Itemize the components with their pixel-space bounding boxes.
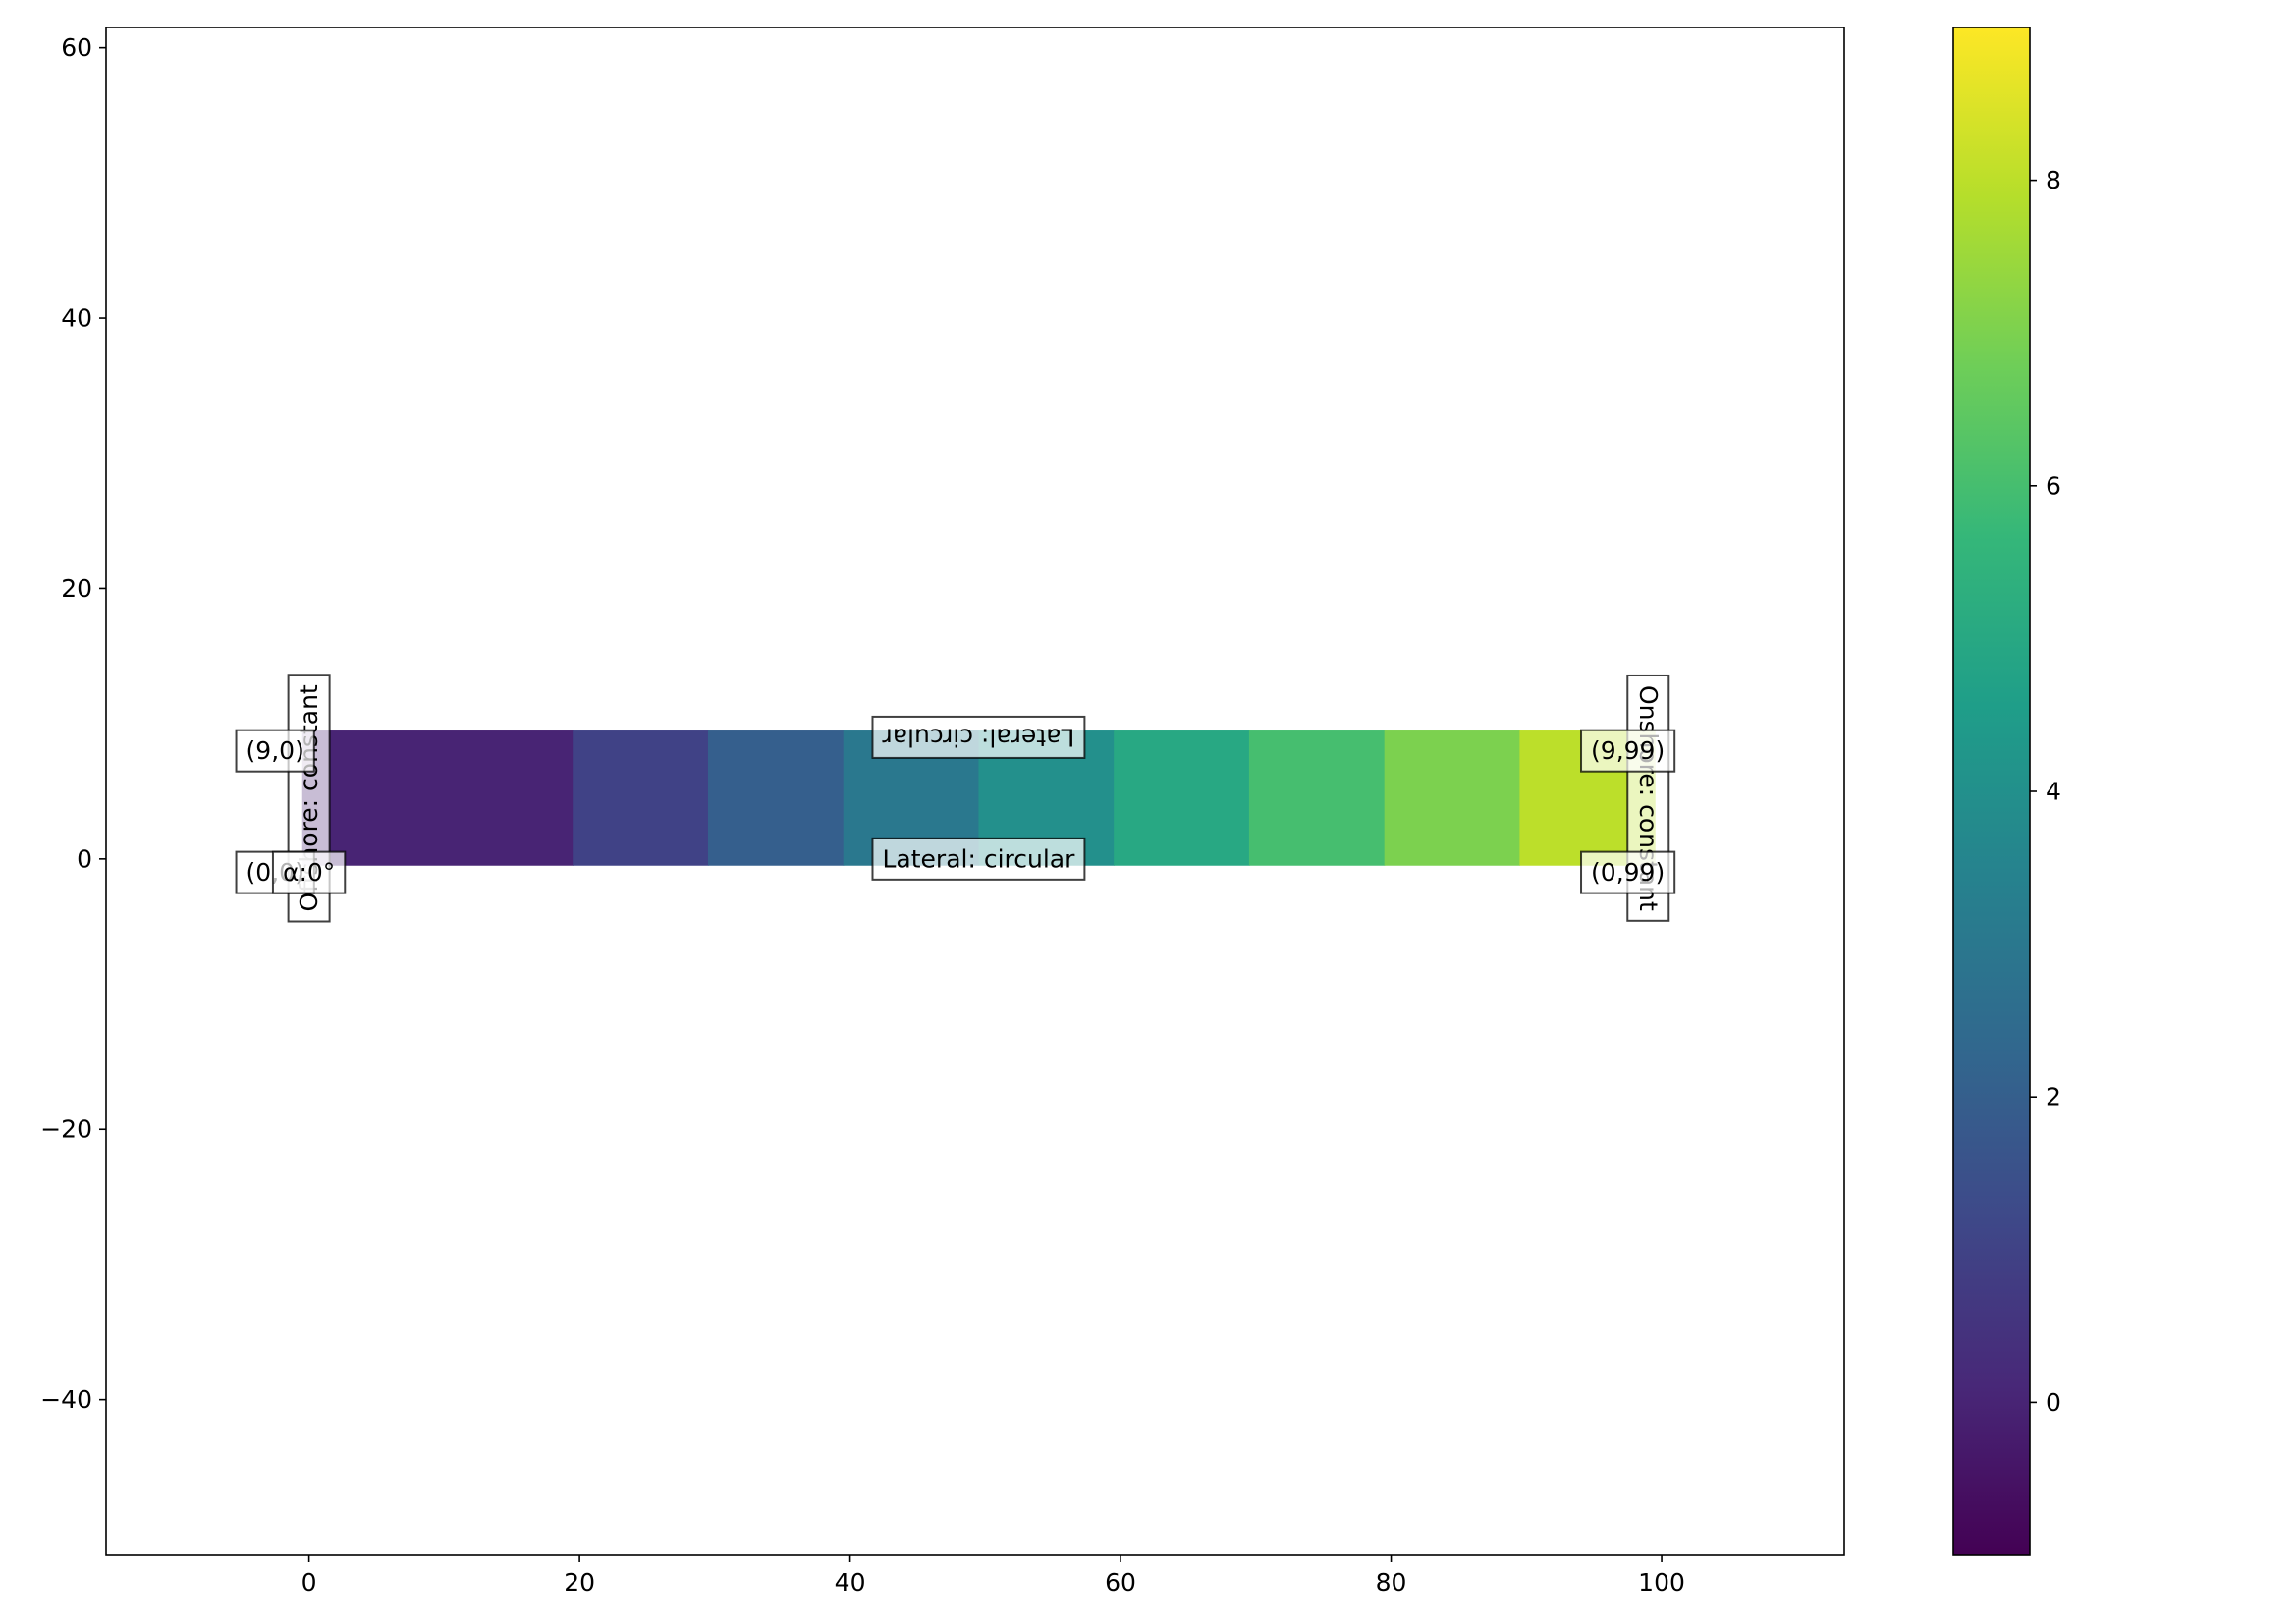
annotation-4: (9,0) xyxy=(235,729,315,773)
annotation-text: (0,99) xyxy=(1591,858,1665,887)
heatmap-cell-1 xyxy=(573,730,709,866)
annotation-text: Lateral: circular xyxy=(882,844,1075,873)
y-tick-label: −40 xyxy=(40,1385,92,1414)
x-tick-label: 80 xyxy=(1376,1568,1407,1596)
annotation-6: (9,99) xyxy=(1580,729,1676,773)
heatmap-cell-5 xyxy=(1114,730,1250,866)
colorbar-tick-label: 8 xyxy=(2046,166,2061,194)
annotation-3: Lateral: circular xyxy=(871,837,1086,881)
y-tick-label: 40 xyxy=(61,304,92,333)
colorbar-tick-label: 6 xyxy=(2046,471,2061,500)
annotation-box xyxy=(871,715,1086,759)
heatmap-cell-0 xyxy=(301,730,574,866)
x-tick-label: 20 xyxy=(564,1568,595,1596)
annotation-text: (9,0) xyxy=(246,736,304,765)
annotation-7: (0,99) xyxy=(1580,850,1676,894)
x-tick-label: 60 xyxy=(1105,1568,1136,1596)
annotations: Offshore: constant Onshore: constantLater… xyxy=(235,674,1676,923)
colorbar-tick-label: 0 xyxy=(2046,1388,2061,1417)
heatmap-cell-6 xyxy=(1248,730,1386,866)
heatmap-cell-2 xyxy=(707,730,845,866)
colorbar-tick-label: 4 xyxy=(2046,778,2061,806)
axis-ticks: 0 20 40 60 80 100 −40 −20 0 20 40 60 xyxy=(40,33,1685,1596)
colorbar: 0 2 4 6 8 xyxy=(1952,27,2061,1556)
colorbar-tick-label: 2 xyxy=(2046,1083,2061,1111)
annotation-box xyxy=(1580,850,1676,894)
annotation-text: Lateral: circular xyxy=(882,723,1075,751)
annotation-box xyxy=(871,837,1086,881)
annotation-box xyxy=(235,729,315,773)
annotation-box xyxy=(1580,729,1676,773)
plot-frame xyxy=(105,27,1845,1556)
heatmap-cell-7 xyxy=(1384,730,1521,866)
annotation-text: α:0° xyxy=(283,858,335,887)
annotation-box xyxy=(271,850,347,894)
y-tick-label: 20 xyxy=(61,574,92,603)
colorbar-gradient xyxy=(1952,27,2031,1556)
x-tick-label: 0 xyxy=(301,1568,317,1596)
annotation-2: Lateral: circular xyxy=(871,715,1086,759)
y-tick-label: 0 xyxy=(77,844,92,873)
y-tick-label: −20 xyxy=(40,1115,92,1144)
annotation-8: α:0° xyxy=(271,850,347,894)
annotation-text: (9,99) xyxy=(1591,736,1665,765)
x-tick-label: 100 xyxy=(1638,1568,1685,1596)
x-tick-label: 40 xyxy=(835,1568,866,1596)
y-tick-label: 60 xyxy=(61,33,92,62)
